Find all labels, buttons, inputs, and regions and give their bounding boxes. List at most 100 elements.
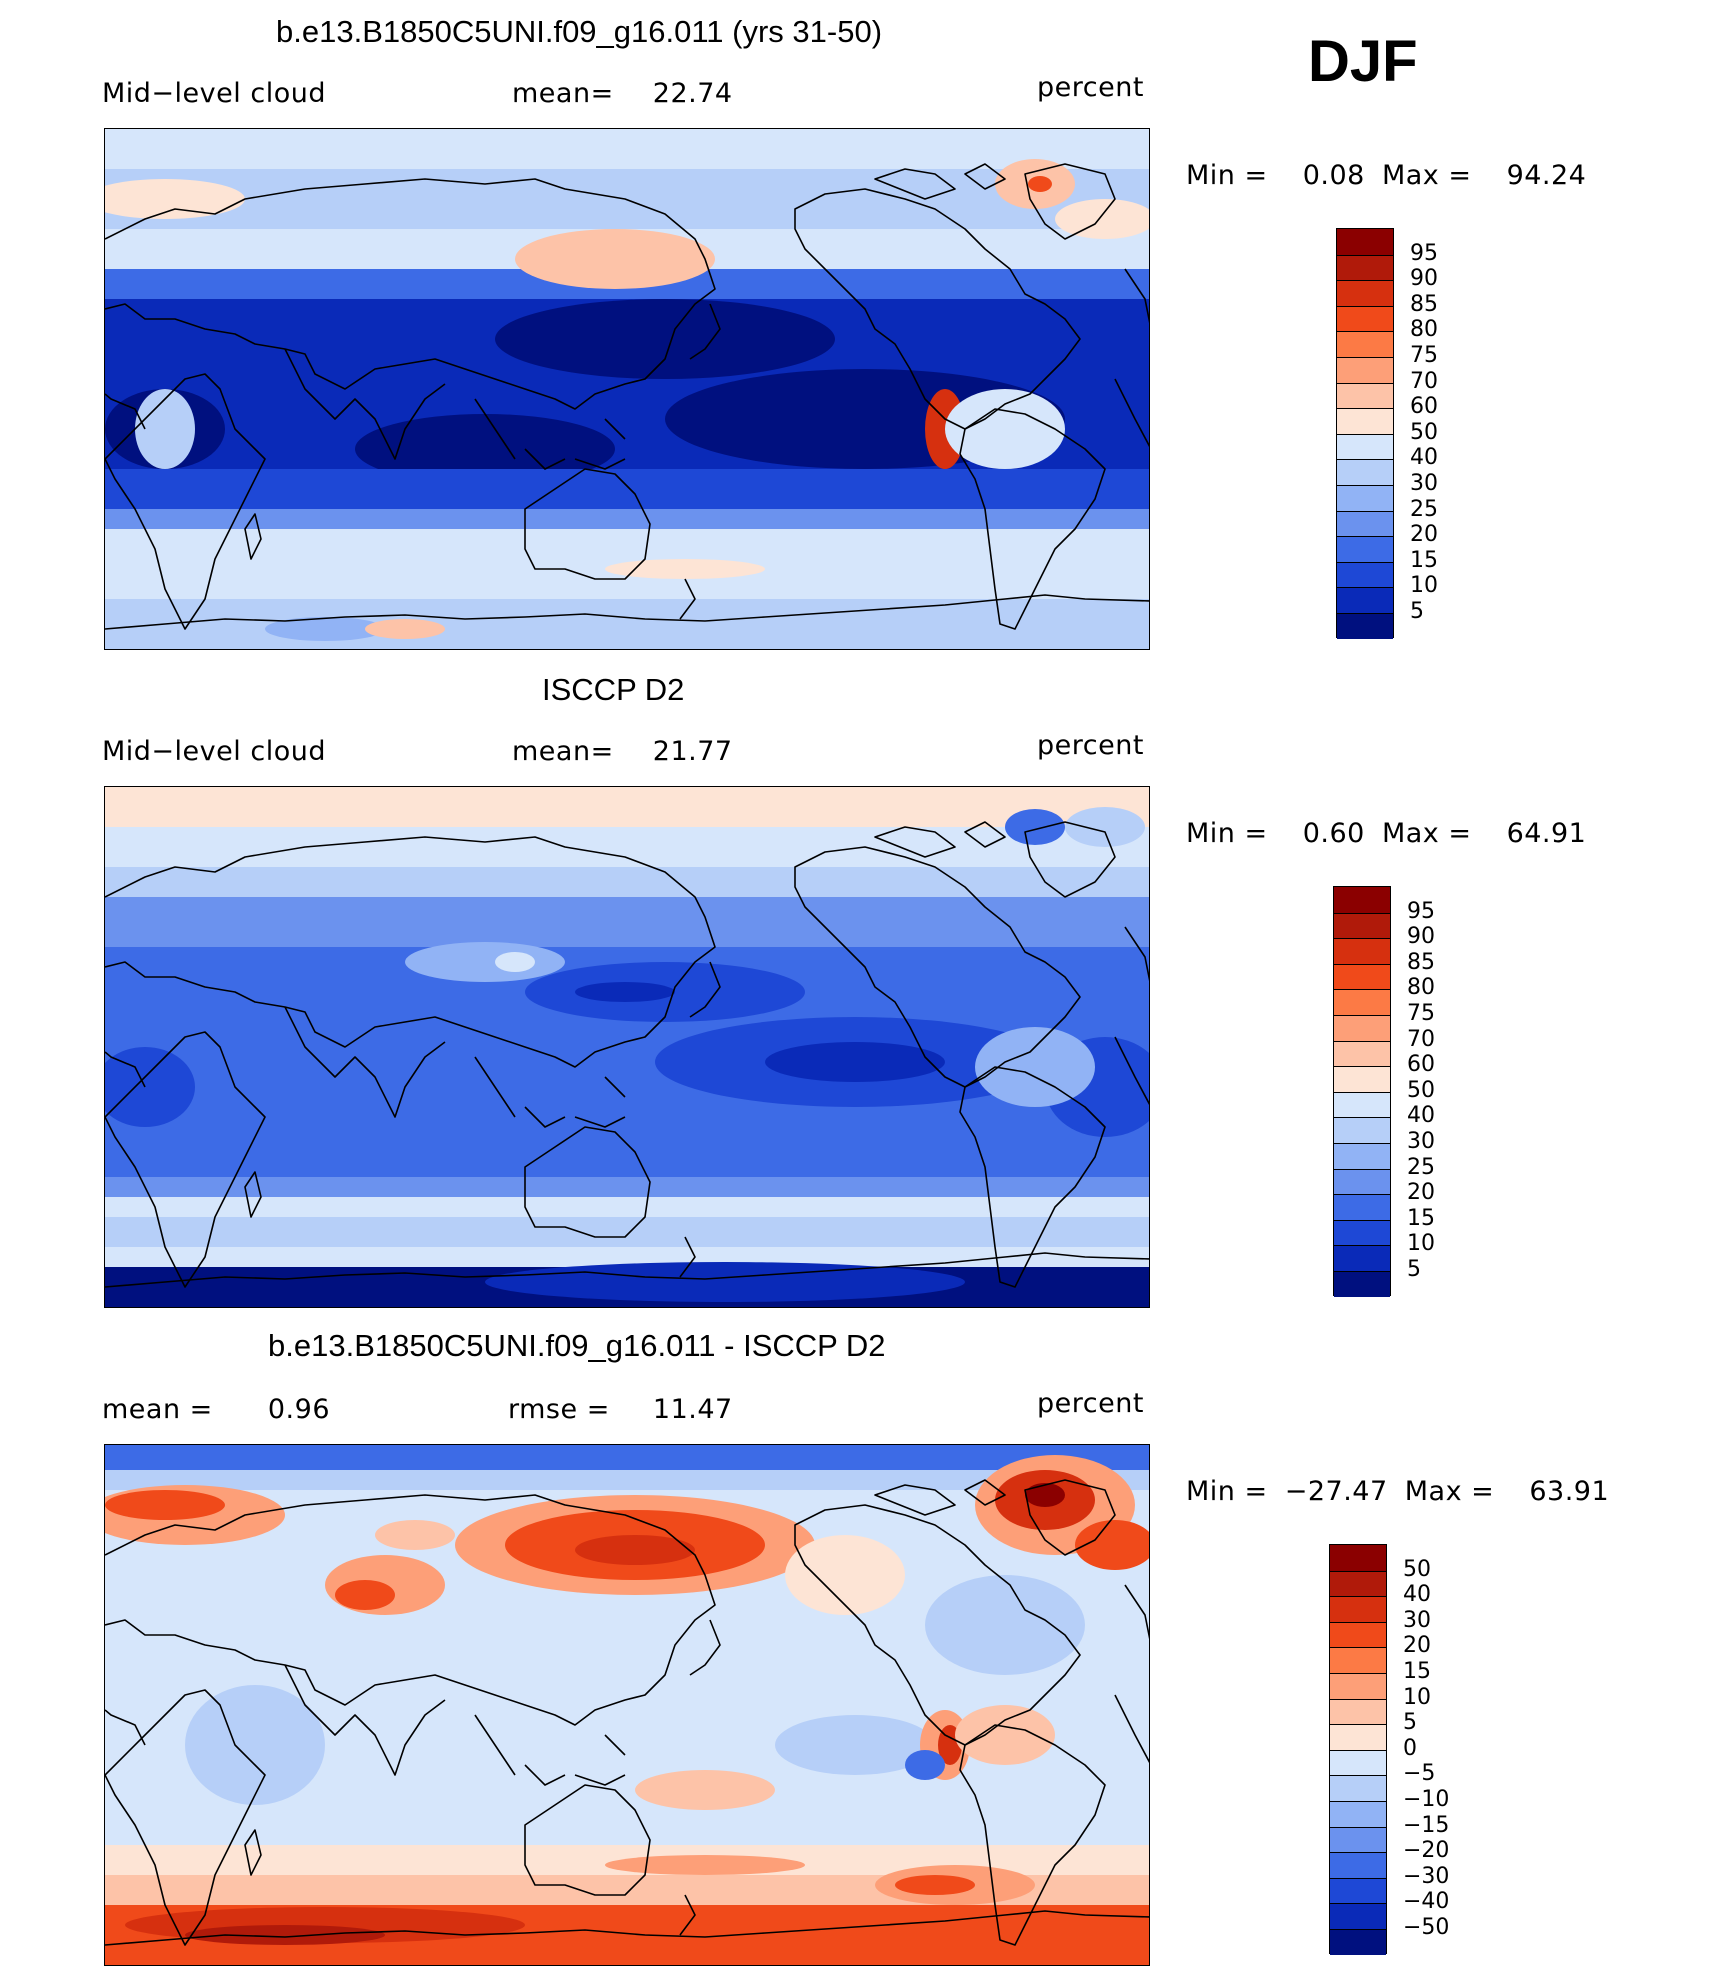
colorbar-swatch bbox=[1337, 536, 1393, 562]
colorbar-tick-label: 90 bbox=[1410, 266, 1438, 292]
colorbar-swatch bbox=[1330, 1698, 1386, 1725]
colorbar-swatch bbox=[1337, 561, 1393, 588]
panel-3-title: b.e13.B1850C5UNI.f09_g16.011 - ISCCP D2 bbox=[268, 1328, 886, 1363]
panel-2-title: ISCCP D2 bbox=[542, 672, 685, 707]
colorbar-tick-label: 15 bbox=[1407, 1205, 1435, 1231]
panel-1-max-label: Max = bbox=[1381, 160, 1472, 191]
panel-2-units: percent bbox=[1037, 730, 1144, 761]
colorbar-swatch bbox=[1334, 1040, 1390, 1067]
panel-3-min-label: Min = bbox=[1186, 1476, 1268, 1507]
colorbar-swatch bbox=[1337, 510, 1393, 537]
panel-1-title: b.e13.B1850C5UNI.f09_g16.011 (yrs 31-50) bbox=[276, 14, 883, 49]
colorbar-tick-label: 0 bbox=[1403, 1735, 1417, 1761]
colorbar-swatch bbox=[1330, 1672, 1386, 1699]
colorbar-swatch bbox=[1337, 356, 1393, 383]
colorbar-swatch bbox=[1330, 1800, 1386, 1827]
colorbar-swatch bbox=[1337, 612, 1393, 639]
panel-3-field bbox=[105, 1445, 1149, 1965]
colorbar-tick-label: 95 bbox=[1410, 240, 1438, 266]
colorbar-tick-label: 5 bbox=[1403, 1710, 1417, 1736]
colorbar-swatch bbox=[1337, 331, 1393, 357]
colorbar-tick-label: 70 bbox=[1410, 368, 1438, 394]
colorbar-tick-label: 20 bbox=[1403, 1633, 1431, 1659]
colorbar-swatch bbox=[1330, 1749, 1386, 1776]
colorbar-swatch bbox=[1337, 587, 1393, 613]
panel-3-max-label: Max = bbox=[1404, 1476, 1495, 1507]
colorbar-swatch bbox=[1330, 1596, 1386, 1622]
colorbar-swatch bbox=[1330, 1647, 1386, 1673]
colorbar-swatch bbox=[1334, 1245, 1390, 1271]
panel-3-rmse-value: 11.47 bbox=[652, 1394, 733, 1425]
panel-1-mean-value: 22.74 bbox=[652, 78, 733, 109]
colorbar-tick-label: 15 bbox=[1410, 547, 1438, 573]
colorbar-swatch bbox=[1330, 1826, 1386, 1853]
colorbar-swatch bbox=[1334, 938, 1390, 964]
colorbar-swatch bbox=[1330, 1852, 1386, 1878]
colorbar-tick-label: 5 bbox=[1407, 1257, 1421, 1282]
panel-3-mean-label: mean = bbox=[102, 1394, 213, 1425]
panel-3-center-label: rmse = 11.47 bbox=[508, 1394, 733, 1425]
panel-2-colorbar: 95 90 85 80 75 70 60 50 40 30 25 20 15 10 5 bbox=[1333, 886, 1435, 1297]
colorbar-tick-label: 25 bbox=[1410, 496, 1438, 522]
colorbar-swatch bbox=[1337, 382, 1393, 409]
colorbar-swatch bbox=[1330, 1903, 1386, 1929]
panel-3-max-value: 63.91 bbox=[1529, 1476, 1610, 1507]
colorbar-swatch bbox=[1330, 1545, 1386, 1571]
colorbar-tick-label: 30 bbox=[1410, 471, 1438, 496]
panel-2-left-label: Mid−level cloud bbox=[102, 736, 326, 767]
colorbar-tick-label: 75 bbox=[1407, 1001, 1435, 1026]
colorbar-swatch bbox=[1337, 433, 1393, 460]
panel-3-left-label: mean = 0.96 bbox=[102, 1394, 330, 1425]
colorbar-swatch bbox=[1334, 1117, 1390, 1143]
colorbar-tick-label: 60 bbox=[1410, 394, 1438, 420]
colorbar-swatch bbox=[1334, 1270, 1390, 1297]
colorbar-tick-label: −5 bbox=[1403, 1761, 1436, 1787]
colorbar-swatch bbox=[1334, 1066, 1390, 1092]
panel-3-map bbox=[104, 1444, 1150, 1966]
colorbar-tick-label: −10 bbox=[1403, 1787, 1450, 1812]
panel-2-mean-label: mean= bbox=[512, 736, 614, 767]
colorbar-swatch bbox=[1334, 989, 1390, 1015]
colorbar-swatch bbox=[1337, 280, 1393, 306]
colorbar-swatch bbox=[1334, 1194, 1390, 1220]
panel-3-mean-value: 0.96 bbox=[267, 1394, 330, 1425]
panel-3-min-value: −27.47 bbox=[1284, 1476, 1388, 1507]
colorbar-swatch bbox=[1330, 1724, 1386, 1750]
panel-2-min-label: Min = bbox=[1186, 818, 1268, 849]
colorbar-swatch bbox=[1334, 1014, 1390, 1041]
panel-1-max-value: 94.24 bbox=[1506, 160, 1587, 191]
panel-2-max-label: Max = bbox=[1381, 818, 1472, 849]
colorbar-swatches bbox=[1336, 228, 1394, 639]
colorbar-tick-label: 80 bbox=[1410, 317, 1438, 343]
colorbar-tick-label: 75 bbox=[1410, 343, 1438, 368]
panel-2-max-value: 64.91 bbox=[1506, 818, 1587, 849]
colorbar-swatch bbox=[1337, 408, 1393, 434]
colorbar-tick-label: 20 bbox=[1407, 1180, 1435, 1206]
colorbar-tick-label: −40 bbox=[1403, 1889, 1450, 1915]
colorbar-tick-label: 10 bbox=[1410, 573, 1438, 599]
colorbar-tick-label: 15 bbox=[1403, 1659, 1431, 1684]
panel-3-units: percent bbox=[1037, 1388, 1144, 1419]
colorbar-tick-label: 70 bbox=[1407, 1026, 1435, 1052]
panel-2-min-value: 0.60 bbox=[1302, 818, 1365, 849]
panel-1-mean-label: mean= bbox=[512, 78, 614, 109]
colorbar-tick-label: 85 bbox=[1410, 291, 1438, 317]
colorbar-swatch bbox=[1334, 1219, 1390, 1246]
colorbar-swatch bbox=[1337, 305, 1393, 332]
panel-3-colorbar: 50 40 30 20 15 10 5 0 −5 −10 −15 −20 −30 −40 −50 bbox=[1329, 1544, 1449, 1955]
colorbar-tick-label: −30 bbox=[1403, 1863, 1450, 1889]
colorbar-tick-label: 30 bbox=[1407, 1129, 1435, 1154]
panel-3-rmse-label: rmse = bbox=[508, 1394, 610, 1425]
colorbar-swatches bbox=[1329, 1544, 1387, 1955]
panel-3-stats: Min = −27.47 Max = 63.91 bbox=[1186, 1476, 1609, 1507]
colorbar-tick-label: 40 bbox=[1407, 1103, 1435, 1129]
panel-1-field bbox=[105, 129, 1149, 649]
panel-1-min-label: Min = bbox=[1186, 160, 1268, 191]
colorbar-swatch bbox=[1337, 254, 1393, 281]
colorbar-tick-label: 40 bbox=[1403, 1582, 1431, 1608]
colorbar-tick-label: 50 bbox=[1410, 419, 1438, 445]
colorbar-tick-label: 60 bbox=[1407, 1052, 1435, 1078]
season-label: DJF bbox=[1308, 29, 1418, 94]
panel-2-map bbox=[104, 786, 1150, 1308]
colorbar-tick-label: 90 bbox=[1407, 924, 1435, 950]
